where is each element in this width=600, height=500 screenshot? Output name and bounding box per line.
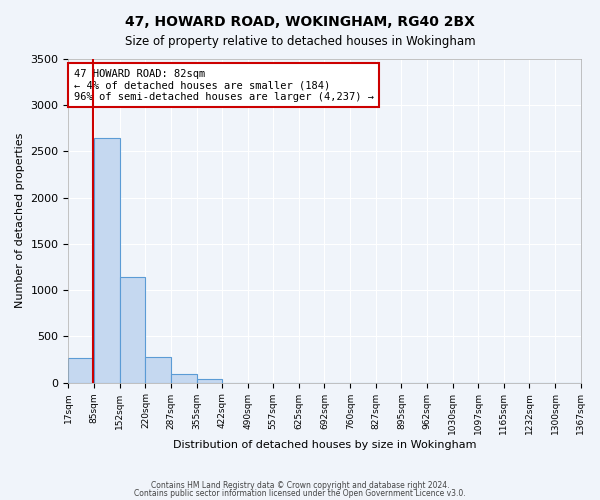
X-axis label: Distribution of detached houses by size in Wokingham: Distribution of detached houses by size … <box>173 440 476 450</box>
Bar <box>197 379 222 382</box>
Bar <box>94 138 119 382</box>
Text: Contains public sector information licensed under the Open Government Licence v3: Contains public sector information licen… <box>134 488 466 498</box>
Text: Size of property relative to detached houses in Wokingham: Size of property relative to detached ho… <box>125 35 475 48</box>
Bar <box>171 374 197 382</box>
Y-axis label: Number of detached properties: Number of detached properties <box>15 133 25 308</box>
Text: 47, HOWARD ROAD, WOKINGHAM, RG40 2BX: 47, HOWARD ROAD, WOKINGHAM, RG40 2BX <box>125 15 475 29</box>
Bar <box>119 277 145 382</box>
Bar <box>68 358 94 382</box>
Text: 47 HOWARD ROAD: 82sqm
← 4% of detached houses are smaller (184)
96% of semi-deta: 47 HOWARD ROAD: 82sqm ← 4% of detached h… <box>74 68 374 102</box>
Text: Contains HM Land Registry data © Crown copyright and database right 2024.: Contains HM Land Registry data © Crown c… <box>151 481 449 490</box>
Bar <box>145 357 171 382</box>
